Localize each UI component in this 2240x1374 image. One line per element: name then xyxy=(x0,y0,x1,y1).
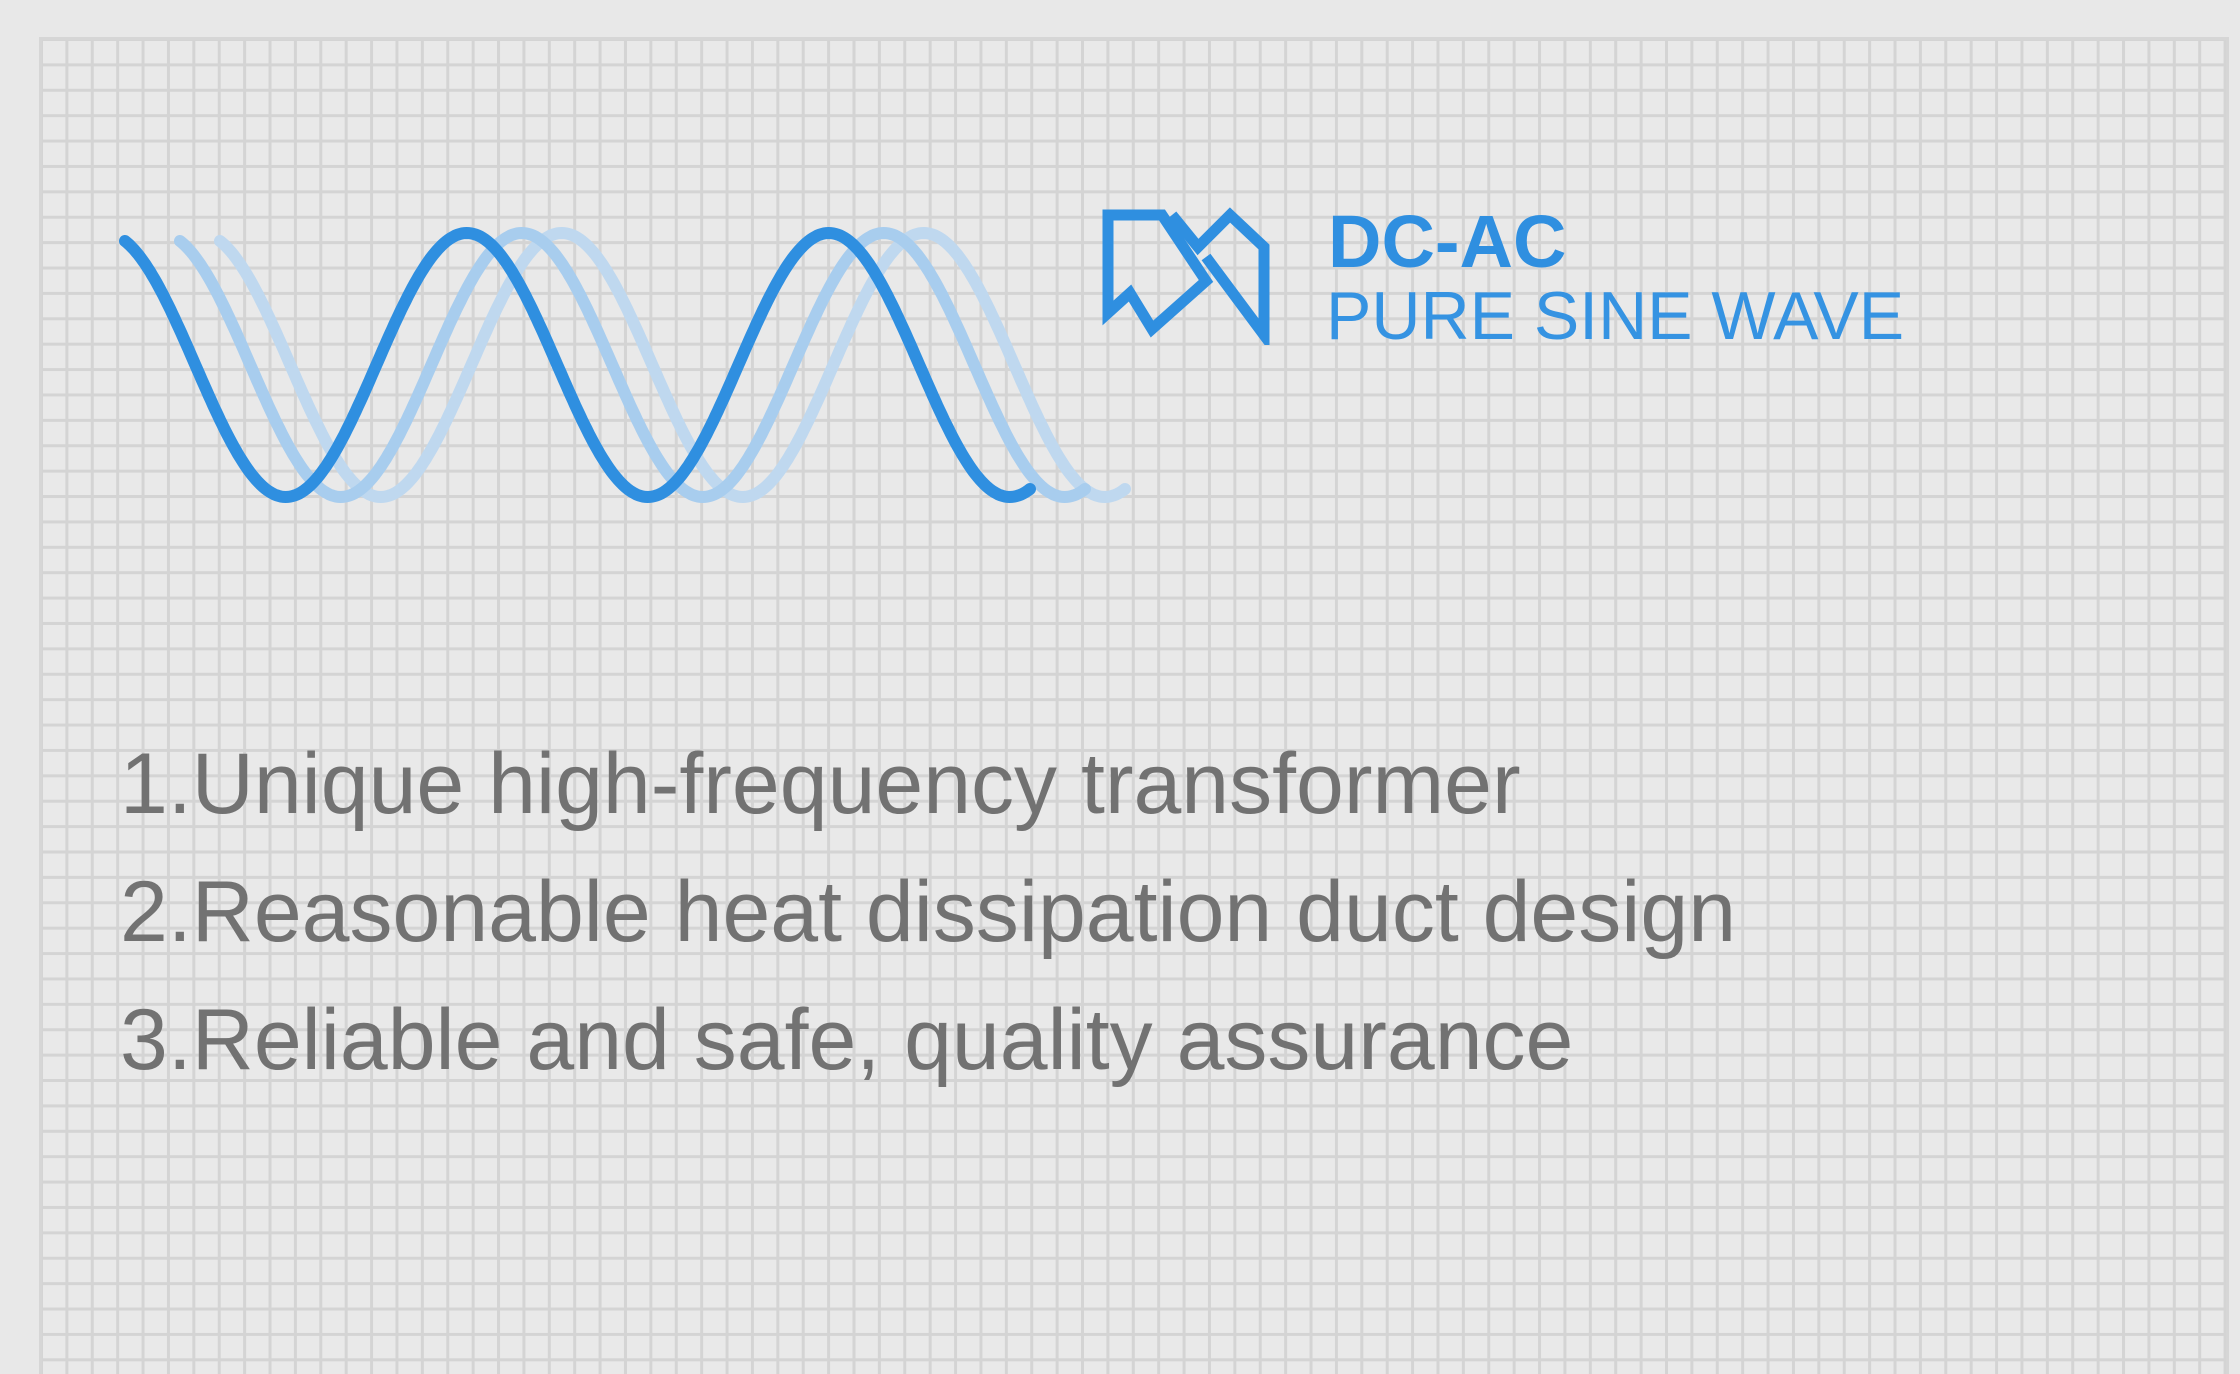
feature-list: 1.Unique high-frequency transformer 2.Re… xyxy=(120,720,1736,1104)
sine-wave-faint-2 xyxy=(214,226,1131,504)
feature-item: 2.Reasonable heat dissipation duct desig… xyxy=(120,864,1737,960)
brand-subtitle: PURE SINE WAVE xyxy=(1326,278,1905,354)
sine-wave-faint-1 xyxy=(174,226,1091,504)
feature-item: 1.Unique high-frequency transformer xyxy=(120,736,1521,832)
brand-title: DC-AC xyxy=(1328,200,1567,283)
grid-panel xyxy=(39,37,2229,1374)
feature-item: 3.Reliable and safe, quality assurance xyxy=(120,992,1574,1088)
wave-logo-icon xyxy=(1102,207,1270,345)
sine-wave-icon xyxy=(119,226,1131,504)
sine-wave-main xyxy=(119,226,1036,504)
